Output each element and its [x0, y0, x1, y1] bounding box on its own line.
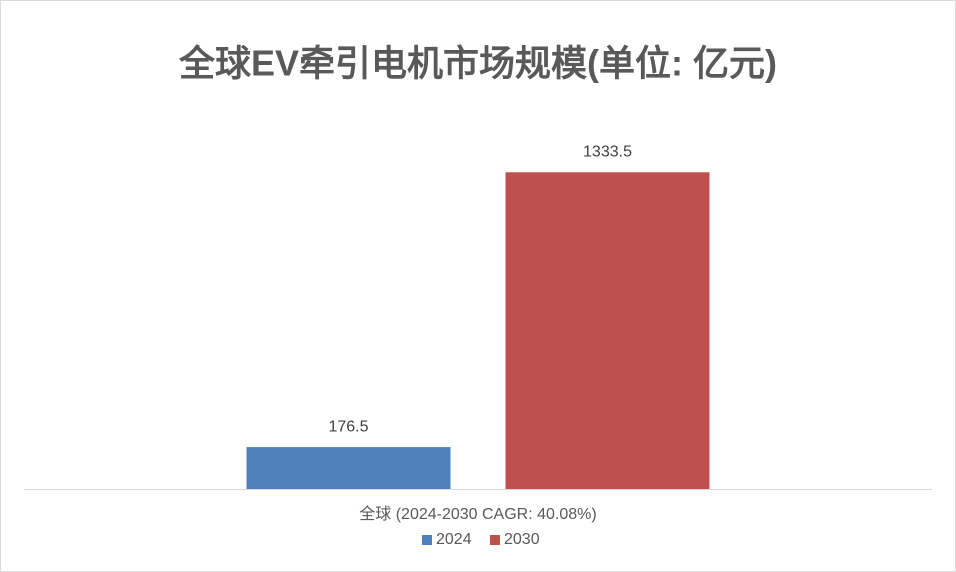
legend-swatch — [490, 535, 500, 545]
legend-swatch — [422, 535, 432, 545]
legend-label: 2024 — [436, 531, 472, 548]
x-tick-label: 全球 (2024-2030 CAGR: 40.08%) — [359, 505, 596, 523]
data-label: 176.5 — [328, 418, 368, 435]
bar — [246, 447, 451, 489]
chart-title: 全球EV牵引电机市场规模(单位: 亿元) — [178, 43, 777, 84]
legend-label: 2030 — [504, 531, 540, 548]
bar — [505, 172, 710, 489]
data-label: 1333.5 — [583, 144, 632, 161]
